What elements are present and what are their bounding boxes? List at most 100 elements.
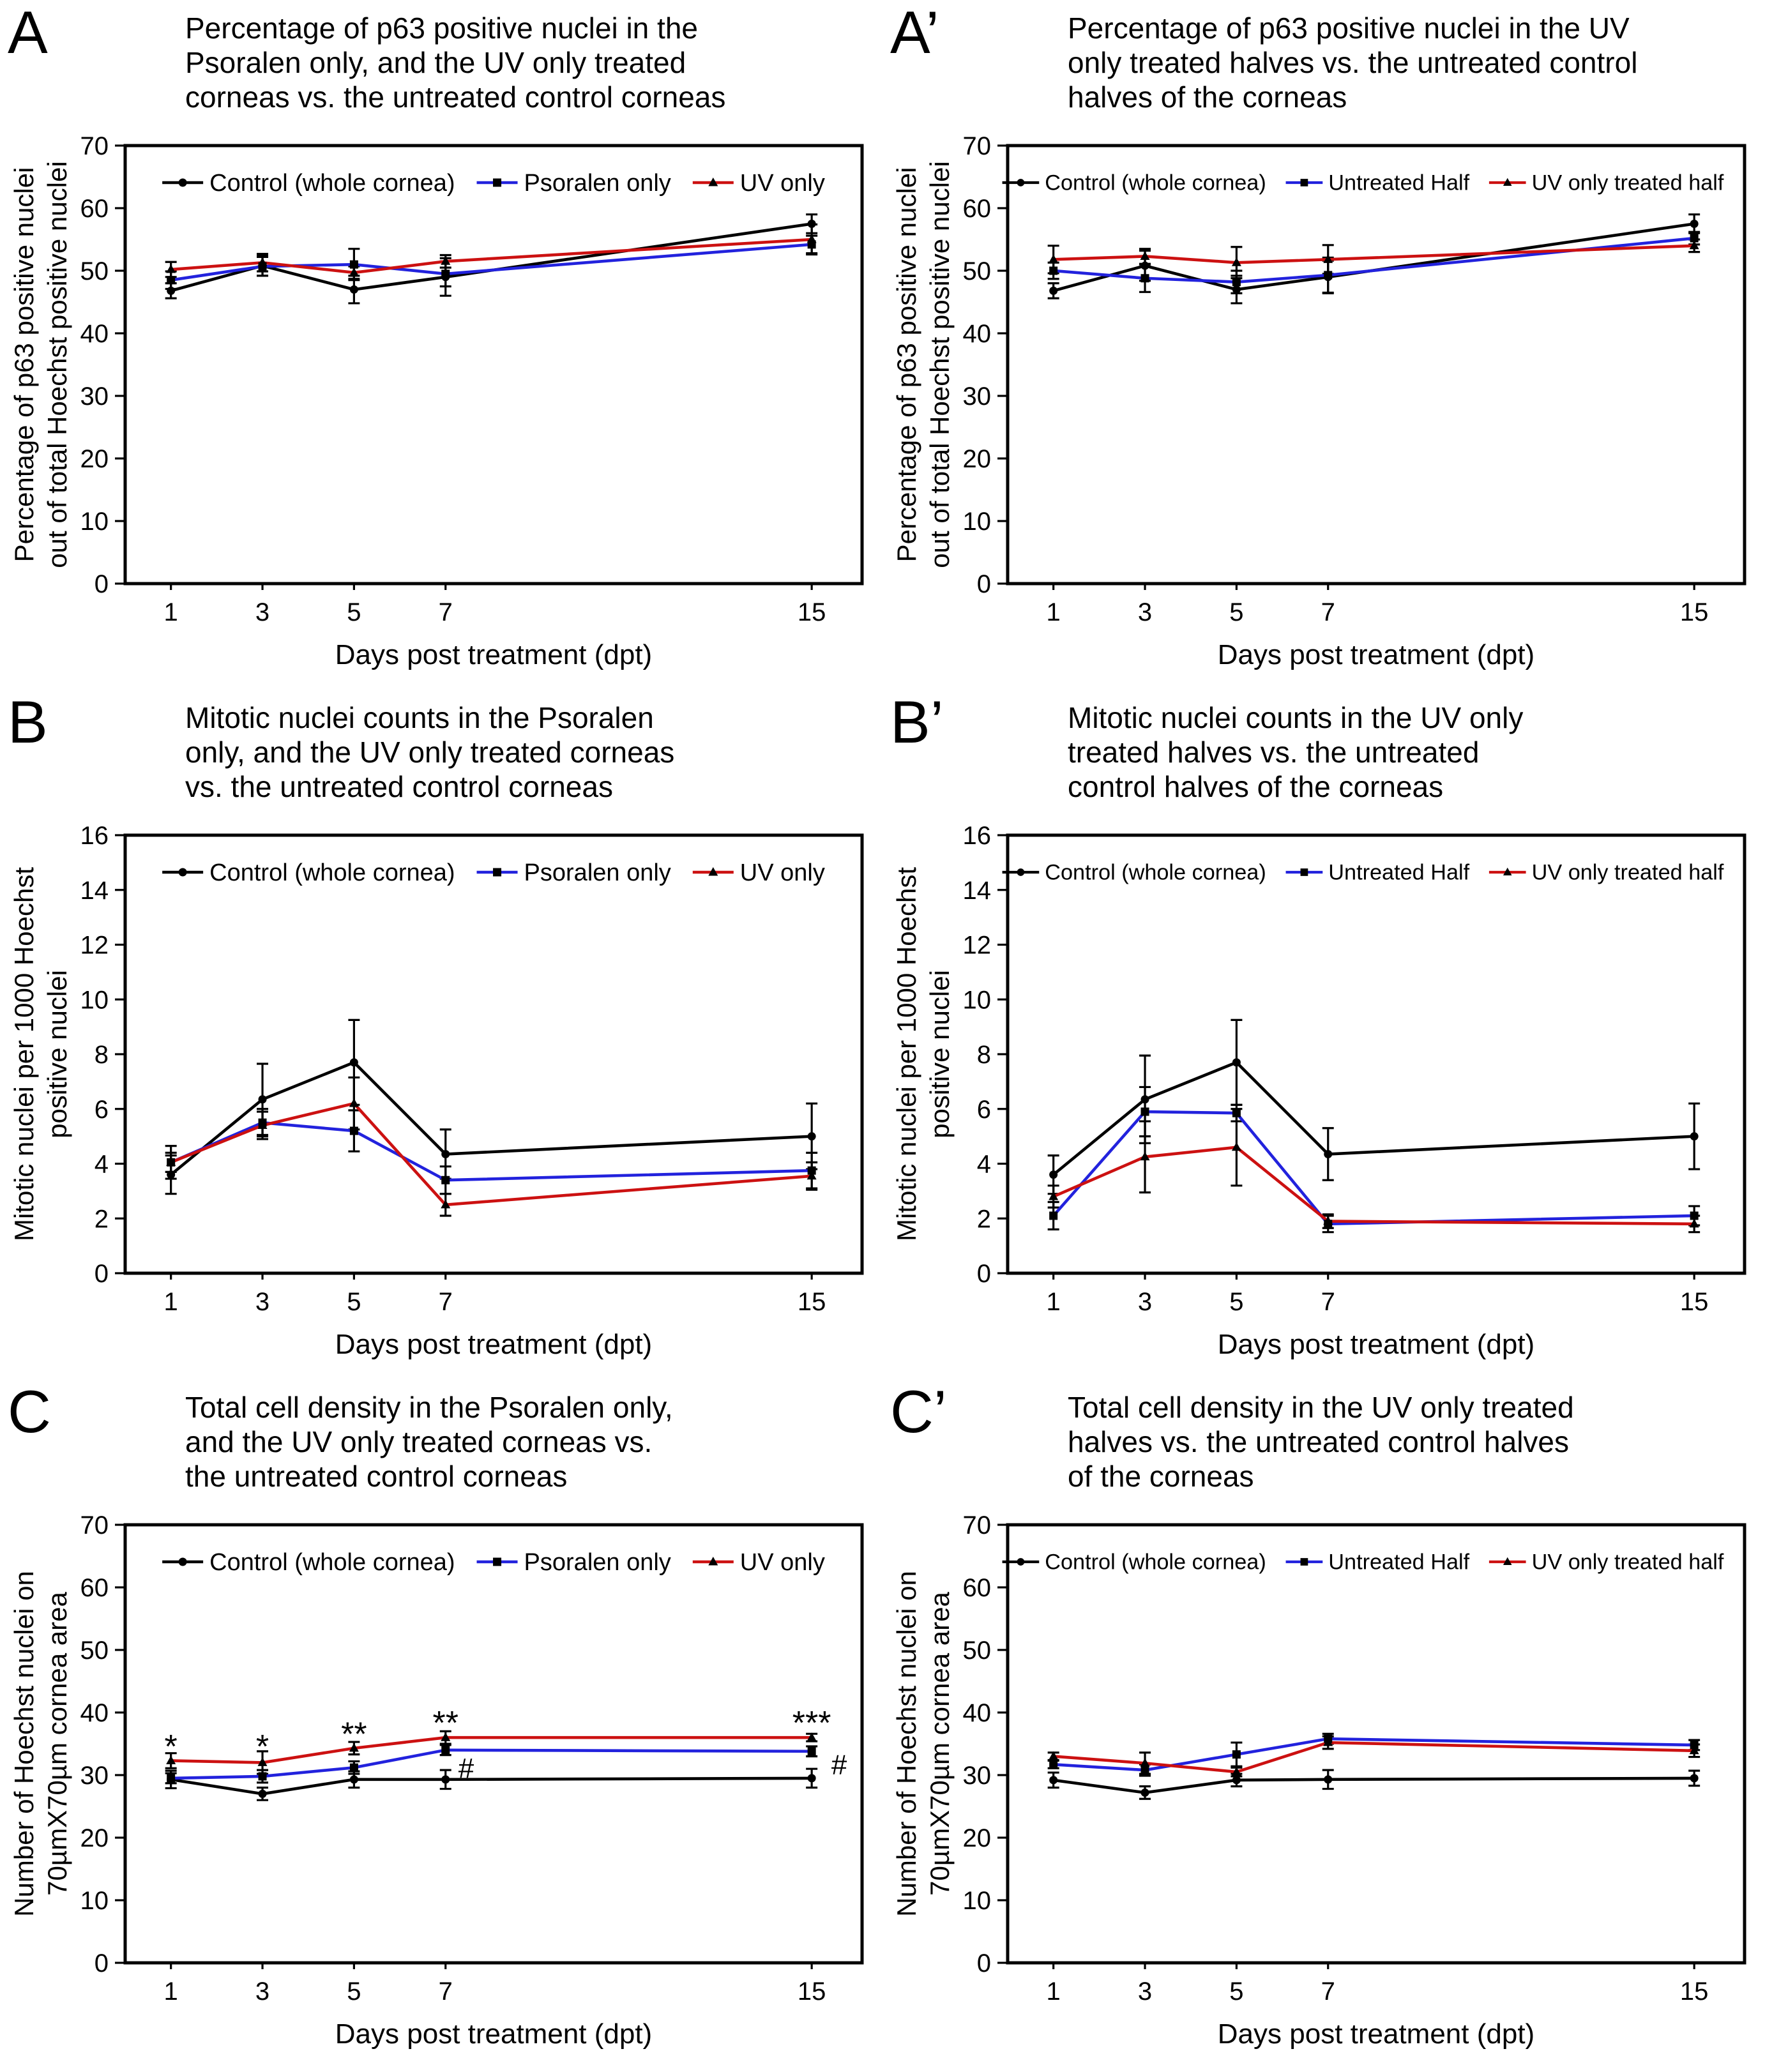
data-point-marker-control-whole-cornea — [441, 1149, 450, 1158]
legend-item-control-whole-cornea: Control (whole cornea) — [1002, 171, 1266, 195]
panel-C-prime: C’ Total cell density in the UV only tre… — [882, 1379, 1765, 2072]
chart-title: Mitotic nuclei counts in the UV only tre… — [1068, 701, 1752, 804]
data-point-marker-control-whole-cornea — [167, 1170, 176, 1179]
y-axis-tick-label: 10 — [80, 986, 109, 1014]
data-point-marker-control-whole-cornea — [1690, 1774, 1699, 1783]
data-point-marker-control-whole-cornea — [258, 1095, 267, 1104]
data-point-marker-control-whole-cornea — [1140, 1788, 1149, 1797]
line-chart-A-prime: 0 10 20 30 40 50 60 70 1 3 5 7 15 Days post treatment… — [891, 135, 1746, 670]
data-point-marker-untreated-half — [1690, 1211, 1699, 1220]
data-point-marker-psoralen-only — [167, 276, 176, 285]
legend-item-control-whole-cornea: Control (whole cornea) — [1002, 1550, 1266, 1575]
x-axis-tick-label: 3 — [1138, 598, 1152, 626]
y-axis-tick-label: 2 — [95, 1205, 109, 1233]
legend-item-control-whole-cornea: Control (whole cornea) — [162, 1549, 455, 1576]
panel-label-C: C — [8, 1379, 51, 1445]
chart-title-line: Psoralen only, and the UV only treated — [185, 45, 686, 79]
legend-marker-circle — [178, 178, 187, 187]
data-point-marker-uv-only-treated-half — [1231, 1767, 1241, 1776]
series-line-uv-only-treated-half — [1053, 1741, 1695, 1774]
x-axis-label: Days post treatment (dpt) — [1218, 2018, 1534, 2050]
significance-annotation: *** — [792, 1705, 831, 1742]
legend: Control (whole cornea) Untreated Half UV o… — [1002, 171, 1724, 195]
legend-marker-triangle — [1503, 178, 1512, 186]
data-point-marker-control-whole-cornea — [349, 1775, 358, 1784]
legend-label: Control (whole cornea) — [209, 170, 455, 197]
legend-label: UV only — [740, 170, 825, 197]
legend-item-uv-only-treated-half: UV only treated half — [1489, 171, 1724, 195]
legend-item-control-whole-cornea: Control (whole cornea) — [1002, 861, 1266, 885]
data-point-marker-uv-only — [166, 264, 176, 273]
data-point-marker-control-whole-cornea — [1140, 261, 1149, 270]
data-point-marker-uv-only — [807, 1170, 817, 1180]
series-line-control-whole-cornea — [170, 1776, 812, 1796]
data-point-marker-uv-only-treated-half — [1323, 254, 1333, 263]
plot-border — [1006, 1523, 1746, 1965]
y-axis-tick-label: 0 — [95, 570, 109, 598]
y-axis-label: positive nuclei — [42, 970, 72, 1138]
plot-border — [1006, 833, 1746, 1275]
y-axis-tick-label: 40 — [963, 320, 992, 348]
y-axis-tick-label: 50 — [963, 1637, 992, 1665]
data-point-marker-uv-only-treated-half — [1140, 251, 1150, 260]
legend-label: Control (whole cornea) — [209, 1549, 455, 1576]
y-axis-label: Mitotic nuclei per 1000 Hoechst — [891, 867, 921, 1241]
chart-title-line: halves vs. the untreated control halves — [1068, 1425, 1570, 1458]
series-line-untreated-half — [1052, 1110, 1695, 1226]
data-point-marker-psoralen-only — [807, 1747, 816, 1756]
data-point-marker-control-whole-cornea — [807, 1774, 816, 1783]
data-point-marker-uv-only — [349, 1098, 359, 1107]
y-axis-tick-label: 10 — [963, 1887, 992, 1915]
legend-label: Untreated Half — [1328, 861, 1469, 885]
legend-marker-triangle — [708, 867, 718, 876]
data-point-marker-uv-only — [807, 1732, 817, 1741]
y-axis-tick-label: 6 — [977, 1096, 991, 1124]
data-point-marker-untreated-half — [1140, 274, 1149, 283]
y-axis-tick-label: 4 — [977, 1151, 991, 1179]
chart-title-line: Total cell density in the Psoralen only, — [185, 1391, 673, 1424]
y-axis-tick-label: 2 — [977, 1205, 991, 1233]
x-axis-tick-label: 7 — [1321, 1288, 1335, 1316]
data-point-marker-control-whole-cornea — [807, 220, 816, 228]
panel-header: Total cell density in the UV only treate… — [882, 1379, 1765, 1515]
legend-marker-square — [1300, 1558, 1308, 1566]
x-axis-tick-label: 7 — [439, 1977, 453, 2006]
data-point-marker-control-whole-cornea — [441, 1775, 450, 1784]
y-axis-label: out of total Hoechst positive nuclei — [925, 161, 955, 568]
data-point-marker-untreated-half — [1140, 1107, 1149, 1116]
x-axis-tick-label: 7 — [1321, 1977, 1335, 2006]
legend: Control (whole cornea) Untreated Half UV o… — [1002, 1550, 1724, 1575]
data-point-marker-uv-only — [441, 1199, 451, 1209]
data-point-marker-uv-only-treated-half — [1323, 1737, 1333, 1746]
legend-marker-triangle — [1503, 867, 1512, 875]
panel-C: C Total cell density in the Psoralen onl… — [0, 1379, 882, 2072]
legend-marker-circle — [1017, 868, 1025, 876]
legend-item-control-whole-cornea: Control (whole cornea) — [162, 170, 455, 197]
x-axis-tick-label: 7 — [1321, 598, 1335, 626]
x-axis-label: Days post treatment (dpt) — [335, 639, 652, 670]
data-point-marker-uv-only-treated-half — [1689, 1745, 1699, 1755]
panel-header: Percentage of p63 positive nuclei in the… — [882, 0, 1765, 135]
significance-annotation: # — [458, 1753, 474, 1784]
x-axis-tick-label: 5 — [1229, 1288, 1243, 1316]
legend: Control (whole cornea) Untreated Half UV o… — [1002, 861, 1724, 885]
y-axis-label: Mitotic nuclei per 1000 Hoechst — [9, 867, 39, 1241]
y-axis-tick-label: 40 — [963, 1699, 992, 1727]
legend: Control (whole cornea) Psoralen only UV on… — [162, 1549, 825, 1576]
legend-marker-square — [1300, 179, 1308, 186]
data-point-marker-untreated-half — [1324, 271, 1333, 280]
x-axis-tick-label: 7 — [439, 598, 453, 626]
y-axis-tick-label: 10 — [80, 508, 109, 536]
data-point-marker-control-whole-cornea — [1140, 1095, 1149, 1104]
x-axis-tick-label: 15 — [798, 1977, 826, 2006]
legend-label: Psoralen only — [524, 1549, 671, 1576]
legend-item-untreated-half: Untreated Half — [1285, 1550, 1470, 1575]
x-axis-tick-label: 5 — [347, 1288, 361, 1316]
panel-B-prime: B’ Mitotic nuclei counts in the UV only … — [882, 690, 1765, 1379]
x-axis-tick-label: 5 — [347, 1977, 361, 2006]
legend-marker-square — [1300, 868, 1308, 876]
legend-item-untreated-half: Untreated Half — [1285, 171, 1470, 195]
chart-title-line: vs. the untreated control corneas — [185, 769, 613, 803]
x-axis-tick-label: 15 — [798, 598, 826, 626]
x-axis-tick-label: 15 — [798, 1288, 826, 1316]
